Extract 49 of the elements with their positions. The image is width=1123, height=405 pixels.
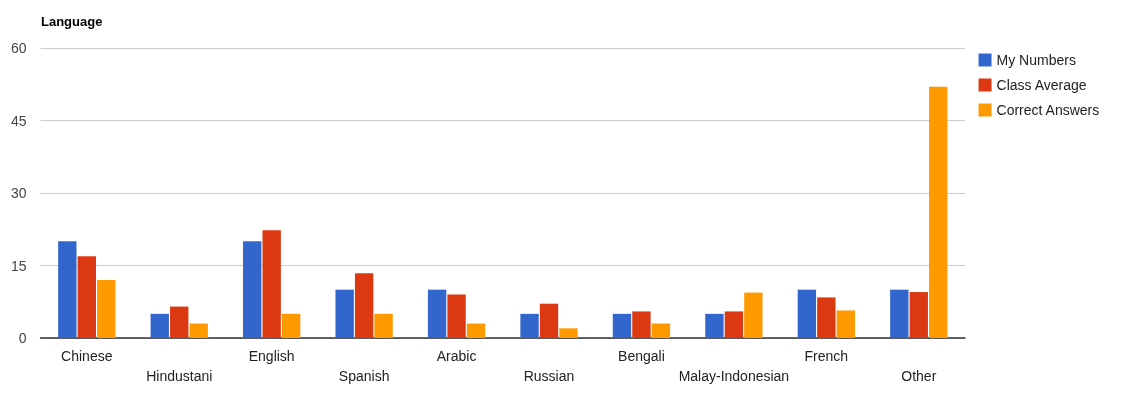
legend-label: Class Average bbox=[996, 77, 1087, 93]
bar bbox=[909, 292, 928, 338]
bar bbox=[281, 313, 301, 338]
bar bbox=[466, 323, 486, 338]
bar bbox=[559, 328, 578, 338]
x-tick-label: English bbox=[248, 348, 295, 364]
x-tick-label: Malay-Indonesian bbox=[678, 368, 790, 384]
bar bbox=[744, 292, 763, 338]
chart-title: Language bbox=[41, 14, 103, 29]
bar bbox=[929, 86, 948, 338]
y-tick-label: 0 bbox=[18, 330, 27, 346]
bar bbox=[632, 311, 651, 338]
x-tick-label: French bbox=[804, 348, 849, 364]
bar bbox=[150, 313, 169, 338]
bar bbox=[189, 323, 208, 338]
bar bbox=[374, 313, 393, 338]
bar bbox=[335, 289, 354, 338]
bar bbox=[243, 241, 262, 338]
y-tick-label: 45 bbox=[10, 112, 27, 129]
bar bbox=[77, 256, 96, 338]
bar bbox=[890, 289, 909, 338]
x-tick-label: Arabic bbox=[436, 348, 477, 364]
bar bbox=[354, 273, 374, 338]
x-tick-label: Hindustani bbox=[146, 368, 213, 384]
y-tick-label: 15 bbox=[10, 257, 27, 274]
bar bbox=[651, 323, 671, 338]
bar bbox=[520, 313, 539, 338]
y-tick-label: 30 bbox=[10, 185, 27, 201]
bar bbox=[817, 297, 836, 338]
bar bbox=[170, 306, 189, 338]
bar bbox=[612, 313, 632, 338]
legend-label: My Numbers bbox=[996, 52, 1076, 68]
x-tick-label: Russian bbox=[523, 368, 575, 384]
bar bbox=[447, 294, 466, 338]
bar bbox=[262, 230, 281, 338]
legend-label: Correct Answers bbox=[996, 102, 1100, 118]
x-tick-label: Spanish bbox=[338, 368, 390, 384]
bar bbox=[58, 241, 77, 338]
bar bbox=[836, 310, 855, 338]
x-tick-label: Chinese bbox=[61, 348, 113, 364]
bar bbox=[539, 303, 559, 338]
bar bbox=[427, 289, 447, 338]
y-tick-label: 60 bbox=[10, 40, 27, 56]
bar bbox=[705, 313, 724, 338]
bar bbox=[724, 311, 744, 338]
bar bbox=[797, 289, 817, 338]
bar bbox=[97, 280, 116, 338]
x-tick-label: Other bbox=[901, 368, 937, 384]
x-tick-label: Bengali bbox=[618, 348, 665, 364]
